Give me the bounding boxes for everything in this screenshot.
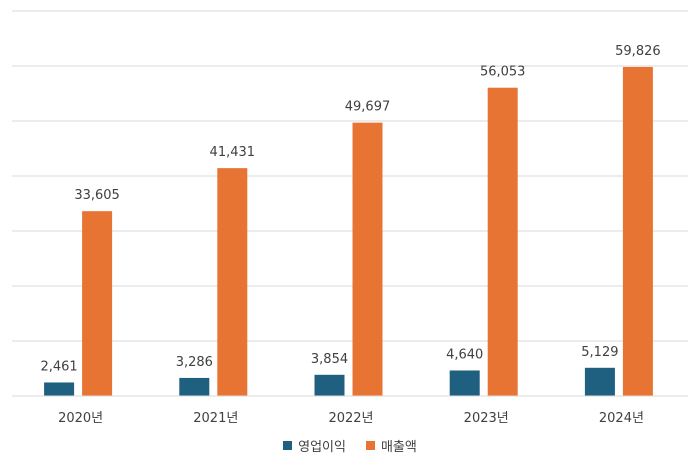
x-tick-label: 2023년 xyxy=(464,411,509,426)
bar-revenue xyxy=(217,168,248,396)
legend-label-operating-profit: 영업이익 xyxy=(298,440,346,455)
data-label: 59,826 xyxy=(615,44,661,59)
data-label: 5,129 xyxy=(581,345,618,360)
bar-operating-profit xyxy=(179,377,210,396)
bar-operating-profit xyxy=(314,374,345,396)
bar-revenue xyxy=(622,66,653,396)
data-label: 56,053 xyxy=(480,65,526,80)
legend-label-revenue: 매출액 xyxy=(380,440,417,455)
legend-swatch-revenue xyxy=(365,441,375,450)
x-tick-label: 2024년 xyxy=(599,411,644,426)
bar-operating-profit xyxy=(44,382,75,396)
legend-item-operating-profit: 영업이익 xyxy=(283,436,346,455)
x-tick-label: 2022년 xyxy=(328,411,373,426)
bar-operating-profit xyxy=(449,370,480,396)
bar-revenue xyxy=(352,122,383,396)
data-label: 49,697 xyxy=(345,100,391,115)
data-label: 3,854 xyxy=(311,352,348,367)
data-label: 41,431 xyxy=(210,145,256,160)
x-tick-label: 2020년 xyxy=(58,411,103,426)
legend-item-revenue: 매출액 xyxy=(365,436,417,455)
data-label: 4,640 xyxy=(446,347,483,362)
data-label: 3,286 xyxy=(176,355,213,370)
legend: 영업이익 매출액 xyxy=(0,436,700,455)
bar-operating-profit xyxy=(584,367,615,396)
bar-revenue xyxy=(487,87,518,397)
legend-swatch-operating-profit xyxy=(283,441,293,450)
bar-revenue xyxy=(82,211,113,396)
x-tick-label: 2021년 xyxy=(193,411,238,426)
data-label: 2,461 xyxy=(40,359,77,374)
data-label: 33,605 xyxy=(74,188,120,203)
bar-chart: 2,461 33,605 2020년 3,286 41,431 2021년 3,854 49,… xyxy=(12,10,688,426)
